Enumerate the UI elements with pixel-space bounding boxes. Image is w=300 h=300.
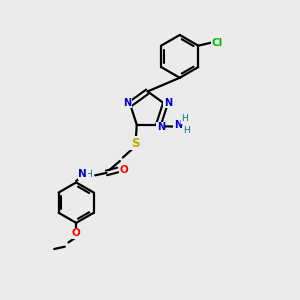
Text: N: N xyxy=(157,122,165,132)
Text: O: O xyxy=(119,165,128,175)
Text: H: H xyxy=(181,114,188,123)
Text: H: H xyxy=(183,126,190,135)
Text: Cl: Cl xyxy=(212,38,223,48)
Text: O: O xyxy=(72,228,80,238)
Text: S: S xyxy=(131,137,140,150)
Text: N: N xyxy=(78,169,87,179)
Text: N: N xyxy=(123,98,131,108)
Text: H: H xyxy=(85,170,92,179)
Text: N: N xyxy=(164,98,172,108)
Text: N: N xyxy=(174,120,182,130)
